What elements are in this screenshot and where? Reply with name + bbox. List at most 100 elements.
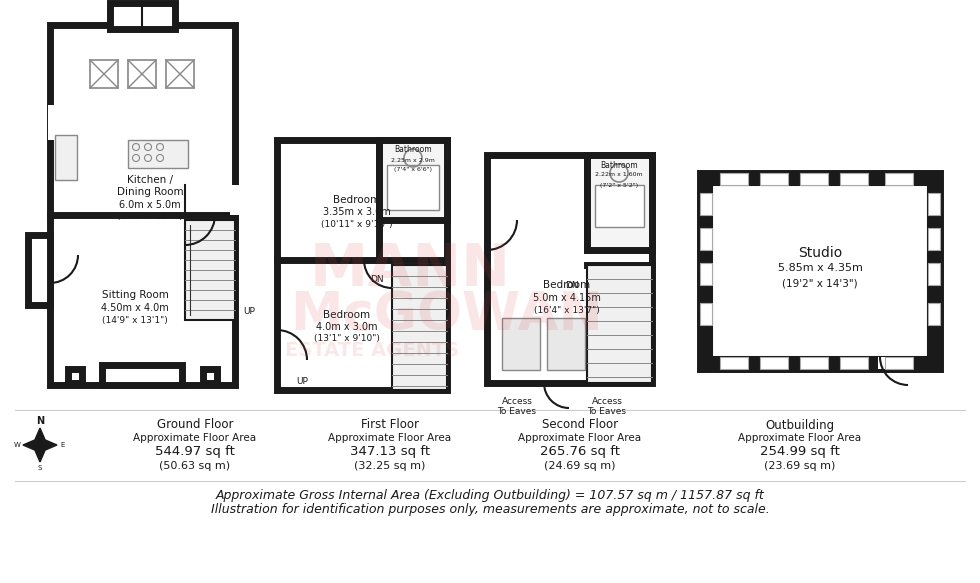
Bar — [928, 303, 940, 325]
Bar — [700, 193, 712, 215]
Text: First Floor: First Floor — [361, 419, 419, 431]
Bar — [166, 60, 194, 88]
Bar — [800, 357, 828, 369]
Text: Approximate Floor Area: Approximate Floor Area — [518, 433, 642, 443]
Text: (10'11" x 9'10"): (10'11" x 9'10") — [321, 220, 393, 229]
Text: MANN: MANN — [310, 241, 511, 298]
Bar — [760, 173, 788, 185]
Text: McGOWAN: McGOWAN — [290, 289, 603, 341]
Bar — [102, 365, 182, 385]
Text: E: E — [61, 442, 66, 448]
Bar — [928, 263, 940, 285]
Bar — [487, 155, 652, 383]
Text: Sitting Room: Sitting Room — [102, 290, 169, 300]
Text: 2.22m x 1.60m: 2.22m x 1.60m — [595, 173, 643, 177]
Bar — [840, 357, 868, 369]
Text: (13'1" x 9'10"): (13'1" x 9'10") — [314, 335, 380, 343]
Text: Bathroom: Bathroom — [394, 146, 432, 154]
Bar — [700, 263, 712, 285]
Text: 2.25m x 2.9m: 2.25m x 2.9m — [391, 157, 435, 163]
Bar — [720, 173, 748, 185]
Bar — [928, 193, 940, 215]
Text: (14'9" x 13'1"): (14'9" x 13'1") — [102, 317, 168, 325]
Text: (50.63 sq m): (50.63 sq m) — [160, 461, 230, 471]
Bar — [712, 185, 928, 357]
Bar — [230, 185, 240, 215]
Text: Bedroom: Bedroom — [544, 280, 591, 290]
Bar — [128, 140, 188, 168]
Text: To Eaves: To Eaves — [587, 408, 626, 416]
Bar — [48, 105, 56, 140]
Text: To Eaves: To Eaves — [498, 408, 536, 416]
Text: 4.50m x 4.0m: 4.50m x 4.0m — [101, 303, 169, 313]
Text: Access: Access — [592, 396, 622, 406]
Polygon shape — [23, 428, 57, 462]
Text: Approximate Floor Area: Approximate Floor Area — [328, 433, 452, 443]
Bar — [885, 173, 913, 185]
Bar — [392, 265, 447, 390]
Text: Studio: Studio — [798, 246, 842, 260]
Text: Approximate Floor Area: Approximate Floor Area — [133, 433, 257, 443]
Text: 6.0m x 5.0m: 6.0m x 5.0m — [120, 200, 181, 210]
Text: Dining Room: Dining Room — [117, 187, 183, 197]
Text: (23.69 sq m): (23.69 sq m) — [764, 461, 836, 471]
Text: Second Floor: Second Floor — [542, 419, 618, 431]
Bar — [928, 228, 940, 250]
Text: W: W — [14, 442, 21, 448]
Text: (24.69 sq m): (24.69 sq m) — [544, 461, 615, 471]
Bar — [760, 357, 788, 369]
Text: UP: UP — [243, 307, 255, 317]
Bar — [185, 220, 235, 320]
Bar — [700, 228, 712, 250]
Text: 5.85m x 4.35m: 5.85m x 4.35m — [777, 263, 862, 273]
Bar — [700, 173, 940, 185]
Bar — [840, 173, 868, 185]
Bar — [720, 357, 748, 369]
Text: Bedroom: Bedroom — [333, 195, 380, 205]
Bar — [700, 173, 940, 369]
Text: 347.13 sq ft: 347.13 sq ft — [350, 445, 430, 458]
Bar — [547, 318, 585, 370]
Bar — [90, 60, 118, 88]
Bar — [700, 357, 940, 369]
Bar — [587, 155, 652, 250]
Bar — [885, 357, 913, 369]
Text: 4.0m x 3.0m: 4.0m x 3.0m — [317, 322, 377, 332]
Text: (7'2" x 5'2"): (7'2" x 5'2") — [600, 182, 638, 188]
Text: 544.97 sq ft: 544.97 sq ft — [155, 445, 235, 458]
Text: (19'2" x 14'3"): (19'2" x 14'3") — [782, 279, 858, 289]
Bar — [502, 318, 540, 370]
Bar — [379, 140, 447, 220]
Bar — [128, 60, 156, 88]
Text: Approximate Gross Internal Area (Excluding Outbuilding) = 107.57 sq m / 1157.87 : Approximate Gross Internal Area (Excludi… — [216, 490, 764, 503]
Text: (7'4" x 6'6"): (7'4" x 6'6") — [394, 167, 432, 171]
Text: Kitchen /: Kitchen / — [127, 175, 173, 185]
Text: (19'8" x 16'4"): (19'8" x 16'4") — [118, 212, 183, 222]
Bar — [110, 3, 175, 29]
Bar — [878, 357, 908, 369]
Text: (16'4" x 13'7"): (16'4" x 13'7") — [534, 307, 600, 315]
Bar — [800, 173, 828, 185]
Text: S: S — [38, 465, 42, 471]
Bar — [595, 185, 644, 227]
Bar — [277, 140, 447, 390]
Text: DN: DN — [370, 276, 384, 285]
Bar — [700, 303, 712, 325]
Text: Outbuilding: Outbuilding — [765, 419, 835, 431]
Bar — [700, 173, 712, 369]
Text: Bedroom: Bedroom — [323, 310, 370, 320]
Text: Approximate Floor Area: Approximate Floor Area — [739, 433, 861, 443]
Text: 3.35m x 3.0m: 3.35m x 3.0m — [323, 207, 391, 217]
Bar — [928, 173, 940, 369]
Text: Illustration for identification purposes only, measurements are approximate, not: Illustration for identification purposes… — [211, 504, 769, 517]
Text: N: N — [36, 416, 44, 426]
Bar — [50, 25, 235, 385]
Text: Ground Floor: Ground Floor — [157, 419, 233, 431]
Text: ESTATE AGENTS: ESTATE AGENTS — [285, 340, 460, 360]
Text: 5.0m x 4.15m: 5.0m x 4.15m — [533, 293, 601, 303]
Text: Access: Access — [502, 396, 532, 406]
Bar — [68, 369, 82, 383]
Text: Bathroom: Bathroom — [600, 160, 638, 170]
Text: (32.25 sq m): (32.25 sq m) — [355, 461, 425, 471]
Text: 254.99 sq ft: 254.99 sq ft — [760, 445, 840, 458]
